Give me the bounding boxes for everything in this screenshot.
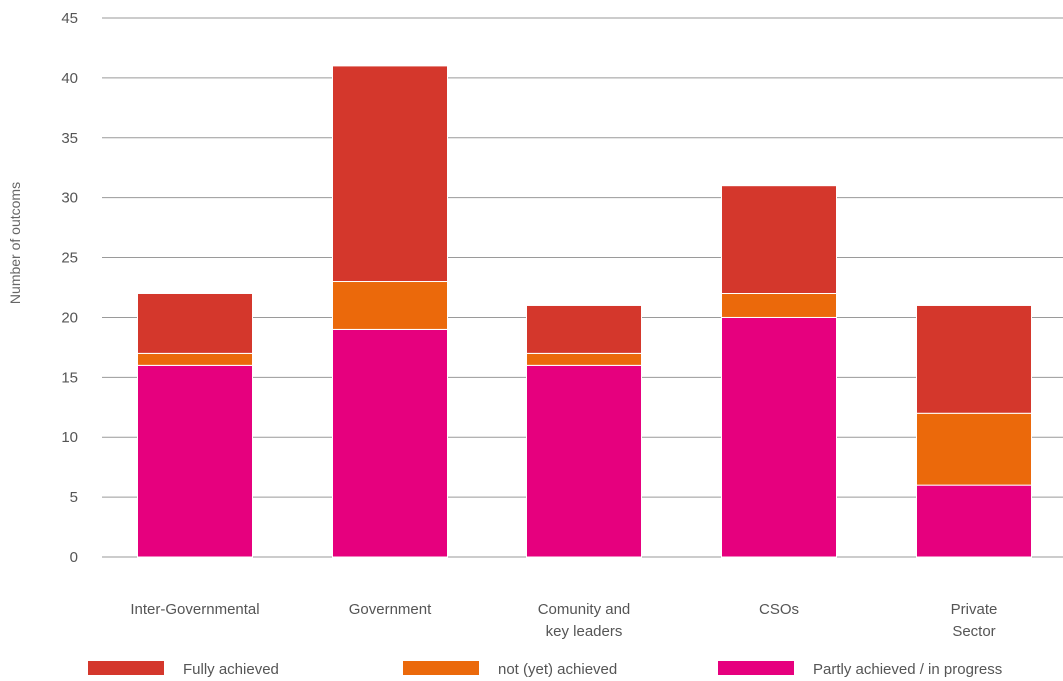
- legend-label: Partly achieved / in progress: [813, 661, 1002, 678]
- x-tick-label: Sector: [952, 623, 995, 640]
- legend-swatch: [88, 661, 164, 675]
- bar-segment: [526, 304, 642, 354]
- legend-label: not (yet) achieved: [498, 661, 617, 678]
- y-tick-label: 25: [61, 250, 78, 267]
- bar-segment: [916, 304, 1032, 414]
- bar-segment: [916, 484, 1032, 558]
- legend-swatch: [403, 661, 479, 675]
- x-axis-labels: Inter-Governmental Government Comunity and…: [130, 601, 997, 640]
- y-tick-label: 45: [61, 10, 78, 27]
- bar-segment: [721, 185, 837, 294]
- y-axis-ticks: 0 5 10 15 20 25 30 35 40 45: [61, 10, 78, 566]
- legend-swatch: [718, 661, 794, 675]
- bar-segment: [137, 352, 253, 366]
- x-tick-label: key leaders: [546, 623, 623, 640]
- bar-segment: [721, 316, 837, 558]
- x-tick-label: Government: [349, 601, 432, 618]
- y-tick-label: 40: [61, 70, 78, 87]
- bar-segment: [137, 364, 253, 558]
- x-tick-label: Private: [951, 601, 998, 618]
- legend: Fully achieved not (yet) achieved Partly a…: [88, 661, 1002, 678]
- y-tick-label: 10: [61, 429, 78, 446]
- bar-segment: [137, 292, 253, 354]
- bar-segment: [332, 65, 448, 283]
- y-tick-label: 5: [70, 489, 78, 506]
- y-tick-label: 15: [61, 369, 78, 386]
- bar-segment: [332, 328, 448, 558]
- y-tick-label: 35: [61, 130, 78, 147]
- y-tick-label: 30: [61, 190, 78, 207]
- y-tick-label: 20: [61, 309, 78, 326]
- bar-segment: [332, 281, 448, 330]
- x-tick-label: Comunity and: [538, 601, 631, 618]
- y-tick-label: 0: [70, 549, 78, 566]
- x-tick-label: CSOs: [759, 601, 799, 618]
- legend-label: Fully achieved: [183, 661, 279, 678]
- bar-segment: [916, 412, 1032, 486]
- bar-segment: [526, 364, 642, 558]
- x-tick-label: Inter-Governmental: [130, 601, 259, 618]
- y-axis-title: Number of outcoms: [7, 182, 23, 304]
- bar-segment: [526, 352, 642, 366]
- bar-segment: [721, 292, 837, 318]
- bars: [137, 65, 1032, 558]
